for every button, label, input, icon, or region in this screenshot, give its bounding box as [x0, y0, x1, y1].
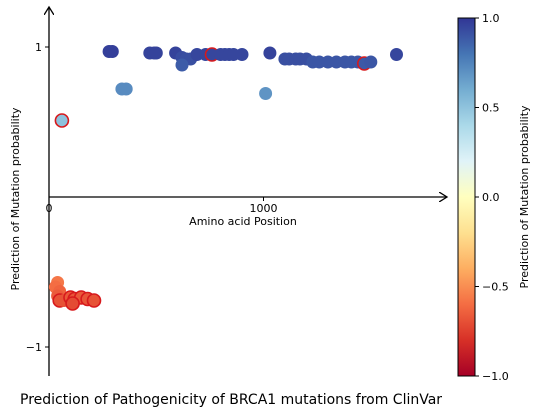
x-tick-label: 0: [46, 202, 53, 215]
data-point: [65, 296, 80, 311]
colorbar-tick-label: 1.0: [482, 12, 500, 25]
data-point: [86, 293, 102, 308]
y-tick-label: 1: [35, 41, 42, 54]
data-point: [175, 58, 189, 72]
data-point: [390, 48, 403, 61]
x-axis-title: Amino acid Position: [189, 215, 297, 228]
data-point: [119, 82, 133, 96]
data-point: [54, 113, 70, 128]
colorbar: 1.0 0.5 0.0 −0.5 −1.0 Prediction of Mutation…: [457, 12, 531, 383]
data-point: [235, 48, 249, 61]
y-axis-title: Prediction of Mutation probability: [9, 107, 22, 291]
colorbar-tick-label: −1.0: [482, 370, 509, 383]
colorbar-tick-label: 0.0: [482, 191, 500, 204]
data-point: [364, 55, 378, 69]
data-point: [263, 46, 277, 60]
data-point: [259, 87, 273, 100]
points-layer: [48, 45, 403, 311]
chart-caption: Prediction of Pathogenicity of BRCA1 mut…: [20, 392, 442, 408]
axes: [49, 8, 446, 376]
x-tick-label: 1000: [250, 202, 278, 215]
colorbar-tick-label: −0.5: [482, 281, 509, 294]
data-point: [105, 45, 119, 58]
colorbar-tick-label: 0.5: [482, 102, 500, 115]
colorbar-title: Prediction of Mutation probability: [518, 105, 531, 289]
data-point: [149, 46, 163, 60]
colorbar-gradient: [457, 17, 476, 377]
colorbar-ticks: 1.0 0.5 0.0 −0.5 −1.0: [475, 12, 509, 383]
y-tick-label: −1: [26, 341, 42, 354]
axis-ticks: 0 1000 1 −1: [26, 41, 278, 354]
